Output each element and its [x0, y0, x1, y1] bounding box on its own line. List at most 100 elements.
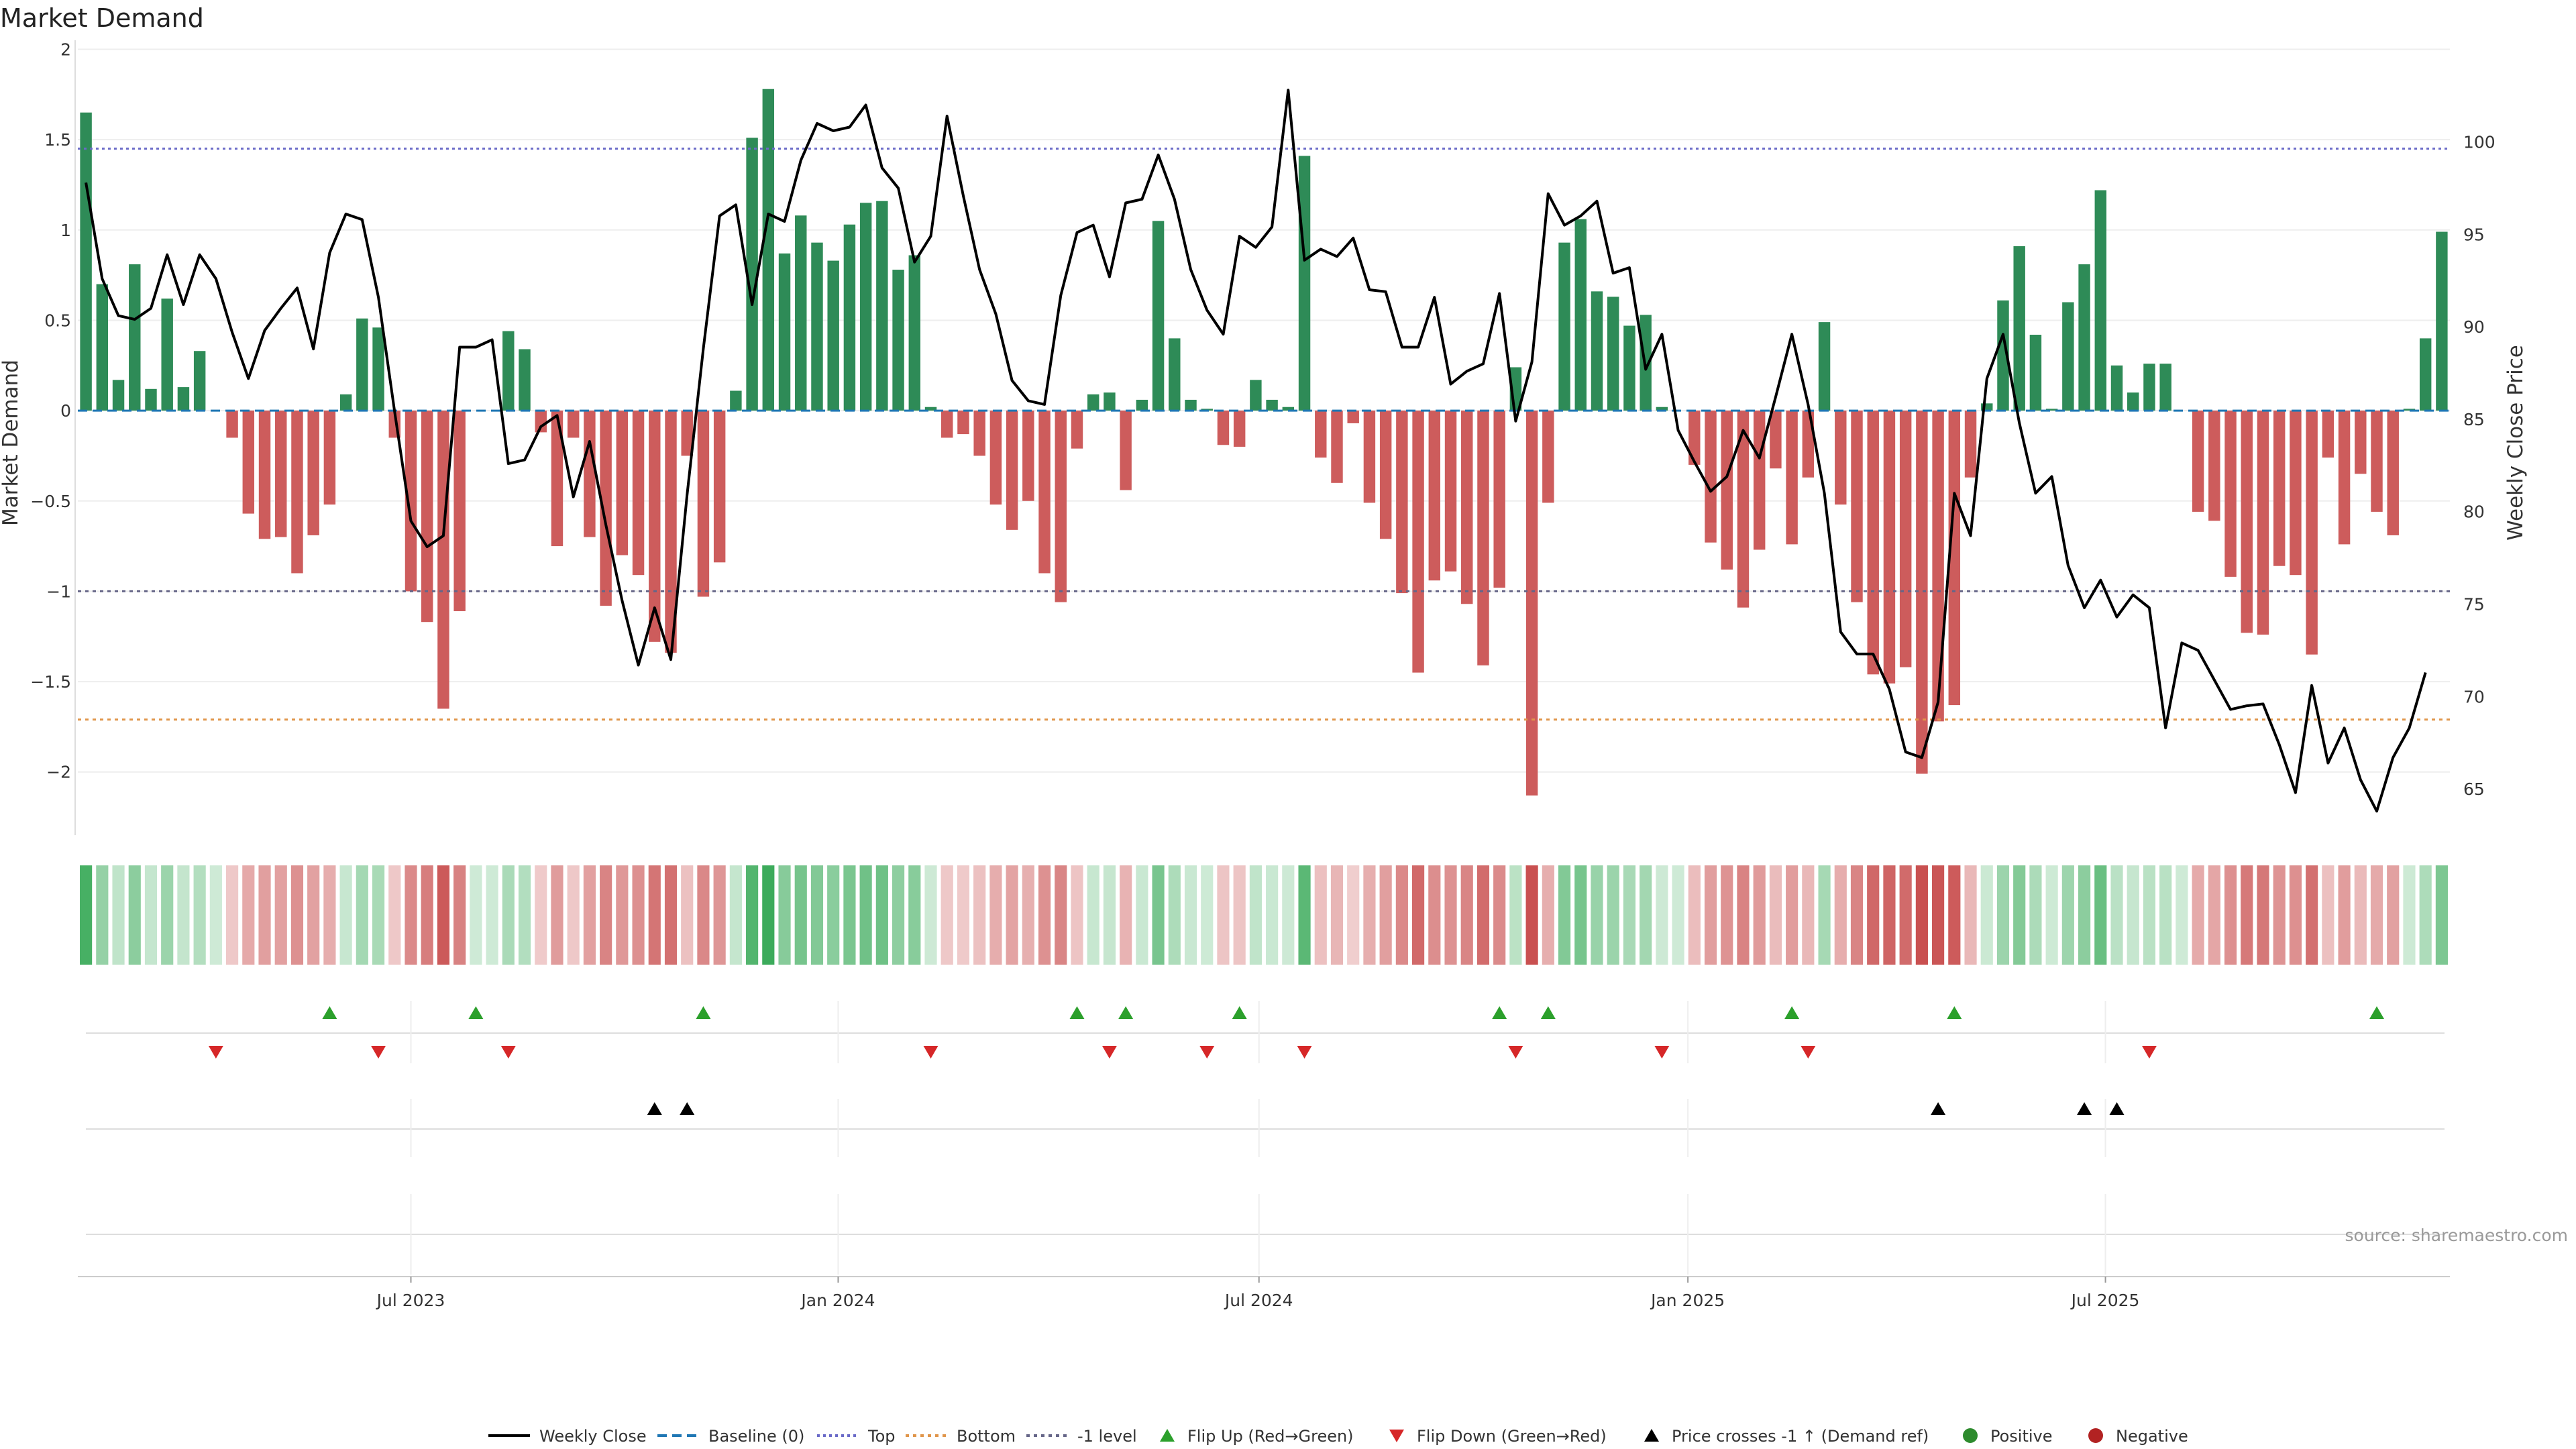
heat-cell	[2289, 865, 2302, 965]
positive-bar	[1104, 392, 1116, 411]
heat-cell	[470, 865, 482, 965]
heat-cell	[1525, 865, 1538, 965]
positive-bar	[876, 201, 888, 411]
heat-cell	[1022, 865, 1034, 965]
heat-cell	[2403, 865, 2416, 965]
positive-bar	[1558, 242, 1570, 411]
positive-bar	[2078, 264, 2090, 411]
positive-bar	[1169, 338, 1181, 411]
positive-bar	[339, 394, 352, 411]
heat-cell	[1786, 865, 1799, 965]
negative-bar	[2241, 411, 2253, 633]
positive-bar	[2013, 246, 2025, 411]
heat-cell	[453, 865, 466, 965]
heat-cell	[2110, 865, 2123, 965]
heat-cell	[323, 865, 336, 965]
heat-cell	[1103, 865, 1116, 965]
heat-cell	[973, 865, 986, 965]
heat-cell	[209, 865, 222, 965]
negative-bar	[1525, 411, 1538, 796]
negative-bar	[1412, 411, 1424, 673]
heat-cell	[1737, 865, 1750, 965]
chart-title: Market Demand	[0, 3, 204, 33]
negative-bar	[1379, 411, 1392, 539]
negative-bar	[1396, 411, 1408, 594]
heat-cell	[128, 865, 141, 965]
flip-down-marker	[371, 1046, 386, 1059]
negative-bar	[291, 411, 303, 574]
positive-bar	[2403, 409, 2416, 411]
heat-cell	[778, 865, 791, 965]
heat-cell	[2322, 865, 2334, 965]
negative-bar	[941, 411, 953, 438]
heat-cell	[2387, 865, 2400, 965]
y-tick-label: −0.5	[30, 492, 71, 511]
heat-cell	[1640, 865, 1652, 965]
heat-cell	[957, 865, 970, 965]
y2-tick-label: 90	[2463, 317, 2485, 337]
negative-bar	[1022, 411, 1034, 501]
y-tick-label: 1.5	[44, 130, 71, 150]
y2-tick-label: 70	[2463, 687, 2485, 706]
negative-bar	[1315, 411, 1327, 458]
negative-bar	[616, 411, 629, 555]
flip-up-marker	[2369, 1006, 2385, 1019]
y2-tick-label: 85	[2463, 410, 2485, 429]
negative-bar	[2208, 411, 2220, 521]
negative-bar	[1120, 411, 1132, 490]
tick-labels-layer: 2 1.5 1 0.5 0 −0.5 −1 −1.5 −2 100 95 90 85 80 75 70 65	[30, 40, 2495, 799]
negative-bar	[2371, 411, 2383, 512]
negative-bar	[1851, 411, 1863, 602]
heat-cell	[2029, 865, 2042, 965]
flip-up-marker	[1118, 1006, 1134, 1019]
positive-bar	[1623, 325, 1635, 411]
heat-cell	[1444, 865, 1457, 965]
negative-bar	[1688, 411, 1701, 465]
heat-cell	[1298, 865, 1311, 965]
heat-cell	[1233, 865, 1246, 965]
heat-cell	[1217, 865, 1230, 965]
positive-bar	[811, 242, 823, 411]
positive-bar	[193, 351, 206, 411]
negative-bar	[600, 411, 612, 606]
heat-cell	[1282, 865, 1295, 965]
heat-cell	[1948, 865, 1961, 965]
negative-bar	[697, 411, 710, 597]
heat-cell	[2257, 865, 2269, 965]
positive-bar	[177, 387, 190, 411]
positive-bar	[1818, 322, 1831, 411]
positive-bar	[778, 253, 791, 411]
heat-cell	[161, 865, 174, 965]
heat-cell	[810, 865, 824, 965]
x-axis: Jul 2023 Jan 2024 Jul 2024 Jan 2025 Jul 2025	[78, 1276, 2450, 1310]
heat-cell	[908, 865, 921, 965]
positive-bar	[1607, 297, 1619, 411]
positive-bar	[2159, 364, 2171, 411]
heat-cell	[1395, 865, 1408, 965]
negative-bar	[1444, 411, 1457, 572]
flip-down-marker	[1297, 1046, 1312, 1059]
legend-label: Flip Up (Red→Green)	[1187, 1427, 1354, 1446]
heat-cell	[1623, 865, 1636, 965]
negative-bar	[1932, 411, 1944, 722]
heat-cell	[600, 865, 612, 965]
heat-cell	[2273, 865, 2286, 965]
heat-cell	[681, 865, 694, 965]
y-tick-label: −2	[46, 763, 71, 782]
negative-bar	[957, 411, 969, 435]
legend-swatch	[1963, 1428, 1978, 1443]
flip-down-marker	[1801, 1046, 1816, 1059]
heat-cell	[2192, 865, 2204, 965]
negative-bar	[1461, 411, 1473, 604]
heat-cell	[664, 865, 678, 965]
heat-cell	[697, 865, 710, 965]
negative-bar	[2387, 411, 2399, 535]
positive-bar	[2143, 364, 2155, 411]
heat-cell	[1249, 865, 1262, 965]
positive-bar	[372, 327, 384, 411]
heat-cell	[2419, 865, 2432, 965]
legend-label: Negative	[2116, 1427, 2188, 1446]
flip-down-marker	[208, 1046, 223, 1059]
heat-cell	[405, 865, 417, 965]
demand-bars-layer	[80, 89, 2448, 796]
